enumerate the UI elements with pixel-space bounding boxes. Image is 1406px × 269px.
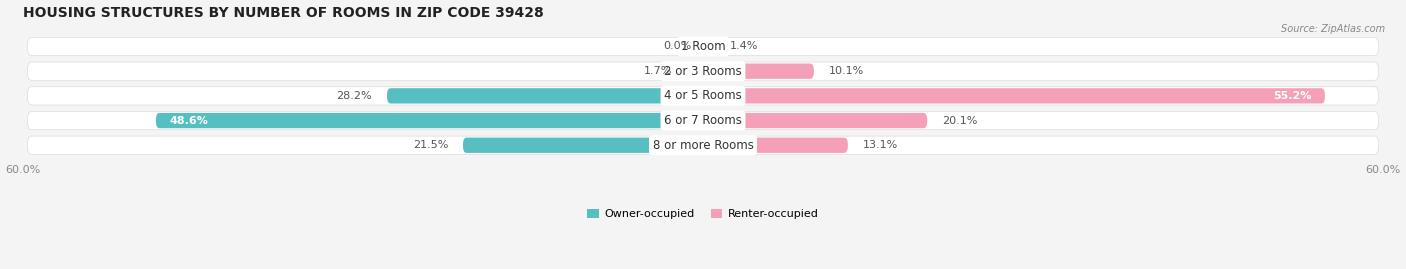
Text: 2 or 3 Rooms: 2 or 3 Rooms xyxy=(664,65,742,78)
Text: 1 Room: 1 Room xyxy=(681,40,725,53)
FancyBboxPatch shape xyxy=(706,137,848,153)
Text: 1.4%: 1.4% xyxy=(730,41,759,51)
Text: 4 or 5 Rooms: 4 or 5 Rooms xyxy=(664,89,742,102)
FancyBboxPatch shape xyxy=(688,63,700,79)
Text: 6 or 7 Rooms: 6 or 7 Rooms xyxy=(664,114,742,127)
FancyBboxPatch shape xyxy=(156,113,700,128)
FancyBboxPatch shape xyxy=(706,88,1324,104)
Text: HOUSING STRUCTURES BY NUMBER OF ROOMS IN ZIP CODE 39428: HOUSING STRUCTURES BY NUMBER OF ROOMS IN… xyxy=(22,6,544,20)
Text: 10.1%: 10.1% xyxy=(828,66,865,76)
Text: 21.5%: 21.5% xyxy=(413,140,449,150)
Text: Source: ZipAtlas.com: Source: ZipAtlas.com xyxy=(1281,24,1385,34)
FancyBboxPatch shape xyxy=(27,111,1379,130)
Text: 0.0%: 0.0% xyxy=(664,41,692,51)
Text: 13.1%: 13.1% xyxy=(863,140,898,150)
Text: 20.1%: 20.1% xyxy=(942,116,977,126)
FancyBboxPatch shape xyxy=(706,113,927,128)
Text: 48.6%: 48.6% xyxy=(169,116,208,126)
FancyBboxPatch shape xyxy=(463,137,700,153)
FancyBboxPatch shape xyxy=(27,62,1379,80)
Legend: Owner-occupied, Renter-occupied: Owner-occupied, Renter-occupied xyxy=(583,204,823,224)
FancyBboxPatch shape xyxy=(706,63,814,79)
FancyBboxPatch shape xyxy=(706,39,716,54)
Text: 55.2%: 55.2% xyxy=(1272,91,1312,101)
Text: 1.7%: 1.7% xyxy=(644,66,672,76)
FancyBboxPatch shape xyxy=(27,136,1379,154)
Text: 28.2%: 28.2% xyxy=(336,91,373,101)
FancyBboxPatch shape xyxy=(387,88,700,104)
FancyBboxPatch shape xyxy=(27,37,1379,56)
Text: 8 or more Rooms: 8 or more Rooms xyxy=(652,139,754,152)
FancyBboxPatch shape xyxy=(27,87,1379,105)
